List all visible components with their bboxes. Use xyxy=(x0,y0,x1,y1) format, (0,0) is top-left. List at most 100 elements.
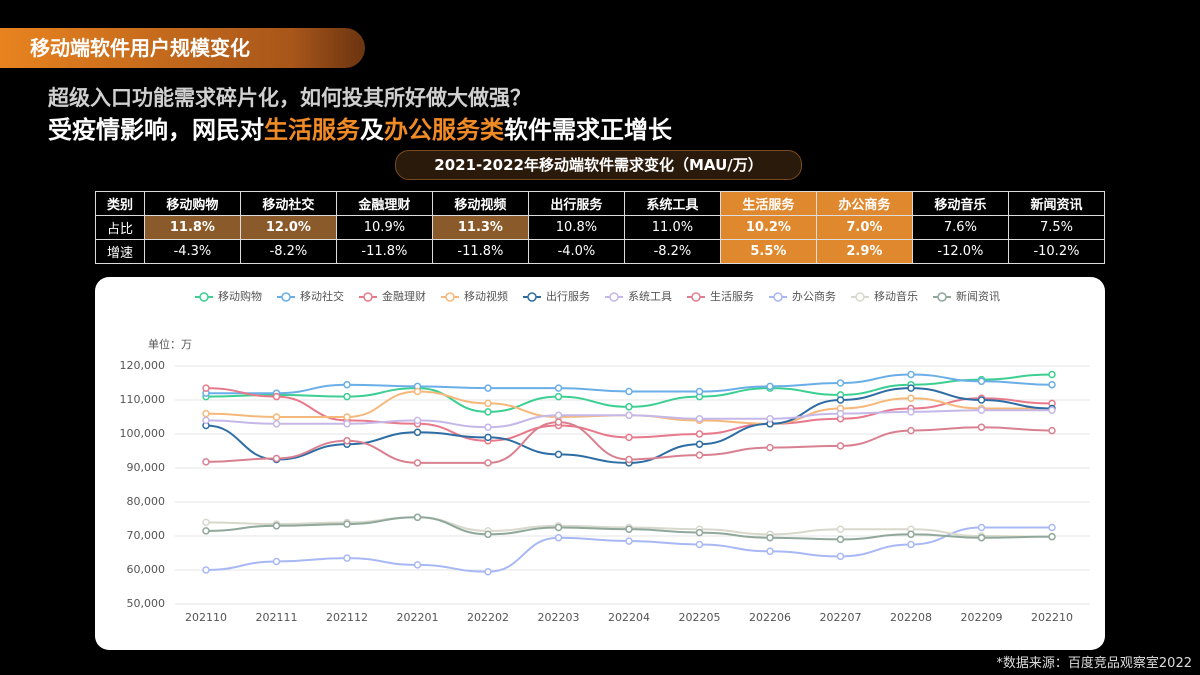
legend-label: 生活服务 xyxy=(710,289,754,303)
table-cell: -8.2% xyxy=(239,239,337,264)
point xyxy=(695,414,704,423)
y-tick-label: 100,000 xyxy=(120,427,166,440)
legend-label: 移动音乐 xyxy=(874,289,918,303)
point xyxy=(836,379,845,387)
table-cell: 11.3% xyxy=(431,215,529,240)
point xyxy=(272,420,281,428)
point xyxy=(1048,370,1056,379)
legend-marker xyxy=(445,292,455,302)
legend-marker xyxy=(281,292,291,302)
header-cell: 新闻资讯 xyxy=(1007,191,1106,216)
point xyxy=(766,443,774,452)
header-cell: 移动社交 xyxy=(239,191,337,216)
legend-marker xyxy=(937,292,947,302)
point xyxy=(695,540,704,549)
point xyxy=(766,414,774,423)
point xyxy=(484,459,492,467)
x-tick-label: 202208 xyxy=(890,611,932,624)
y-tick-label: 120,000 xyxy=(120,359,166,372)
y-axis-label: 单位：万 xyxy=(148,337,192,351)
legend-label: 出行服务 xyxy=(546,289,590,303)
point xyxy=(625,433,633,442)
table-cell: -10.2% xyxy=(1007,239,1106,264)
header-cell: 系统工具 xyxy=(623,191,721,216)
chart: 50,000 60,000 70,000 80,000 90,000 100,000 110… xyxy=(120,289,1090,624)
point xyxy=(977,533,986,542)
table-cell: -4.0% xyxy=(527,239,625,264)
legend-label: 新闻资讯 xyxy=(956,289,1000,303)
point xyxy=(554,523,563,532)
point xyxy=(836,552,845,561)
point xyxy=(1048,380,1056,389)
header-cell: 移动视频 xyxy=(431,191,529,216)
point xyxy=(836,525,845,533)
legend-marker xyxy=(363,292,373,302)
legend-marker xyxy=(199,292,209,302)
point xyxy=(484,399,492,408)
point xyxy=(343,420,351,428)
point xyxy=(625,411,633,420)
table-cell: 7.0% xyxy=(815,215,913,240)
point xyxy=(343,392,351,401)
point xyxy=(1048,523,1056,532)
table-cell: 占比 xyxy=(95,215,145,240)
header-cell: 类别 xyxy=(95,191,145,216)
point xyxy=(836,396,845,404)
point xyxy=(907,408,915,416)
x-tick-label: 202110 xyxy=(185,611,227,624)
y-tick-label: 110,000 xyxy=(120,393,166,406)
table-cell: -8.2% xyxy=(623,239,721,264)
point xyxy=(907,540,915,549)
x-tick-label: 202111 xyxy=(256,611,298,624)
point xyxy=(977,377,986,386)
x-tick-label: 202205 xyxy=(679,611,721,624)
point xyxy=(202,518,210,527)
point xyxy=(343,520,351,528)
table-row: 增速 -4.3% -8.2% -11.8% -11.8% -4.0% -8.2% 5.5% 2.… xyxy=(95,239,1106,264)
point xyxy=(484,384,492,392)
point xyxy=(1048,406,1056,414)
headline-part: 办公服务类 xyxy=(384,116,504,144)
header-cell: 移动音乐 xyxy=(911,191,1009,216)
point xyxy=(836,535,845,544)
header-cell: 金融理财 xyxy=(335,191,433,216)
point xyxy=(695,430,704,438)
y-tick-label: 70,000 xyxy=(127,529,166,542)
point xyxy=(484,433,492,442)
slide-tag: 移动端软件用户规模变化 xyxy=(0,28,365,68)
point xyxy=(695,528,704,537)
point xyxy=(484,530,492,539)
x-tick-label: 202202 xyxy=(467,611,509,624)
point xyxy=(413,459,422,467)
table-cell: 10.2% xyxy=(719,215,817,240)
point xyxy=(766,382,774,391)
chart-panel: 50,000 60,000 70,000 80,000 90,000 100,000 110… xyxy=(95,277,1105,650)
point xyxy=(413,416,422,425)
point xyxy=(766,547,774,556)
point xyxy=(202,384,210,392)
headline-part: 受疫情影响，网民对 xyxy=(48,116,264,144)
headline-part: 软件需求正增长 xyxy=(504,116,672,144)
point xyxy=(484,408,492,416)
headline-part: 及 xyxy=(360,116,384,144)
point xyxy=(202,527,210,535)
point xyxy=(766,533,774,542)
point xyxy=(413,387,422,396)
point xyxy=(907,384,915,392)
x-tick-label: 202112 xyxy=(326,611,368,624)
legend-marker xyxy=(609,292,619,302)
point xyxy=(625,387,633,396)
x-tick-label: 202201 xyxy=(397,611,439,624)
point xyxy=(554,392,563,401)
table-cell: 10.8% xyxy=(527,215,625,240)
y-tick-label: 80,000 xyxy=(127,495,166,508)
legend-label: 移动社交 xyxy=(300,289,344,303)
point xyxy=(272,454,281,463)
table-cell: -4.3% xyxy=(143,239,241,264)
point xyxy=(272,557,281,566)
table-cell: 增速 xyxy=(95,239,145,264)
x-tick-label: 202209 xyxy=(961,611,1003,624)
legend-marker xyxy=(855,292,865,302)
point xyxy=(625,525,633,533)
point xyxy=(836,409,845,418)
